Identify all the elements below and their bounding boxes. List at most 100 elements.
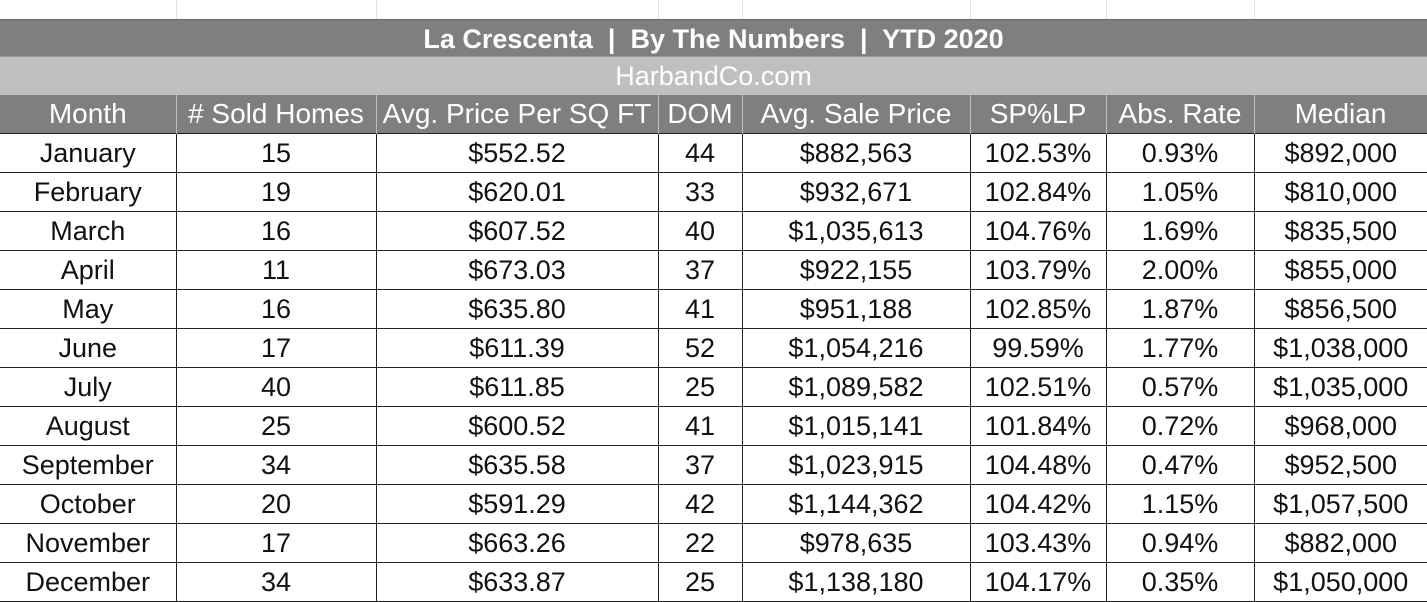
table-body: January 15 $552.52 44 $882,563 102.53% 0.93% $8…: [0, 133, 1427, 602]
cell-month: April: [0, 250, 177, 290]
cell-sold-homes: 16: [175, 211, 377, 251]
cell-abs-rate: 0.94%: [1105, 523, 1255, 563]
cell-dom: 22: [657, 523, 743, 563]
gridline: [376, 0, 377, 19]
table-row: March 16 $607.52 40 $1,035,613 104.76% 1.69% $8…: [0, 211, 1427, 251]
cell-abs-rate: 0.93%: [1105, 133, 1255, 173]
cell-median: $856,500: [1253, 289, 1427, 329]
gridline: [658, 0, 659, 19]
cell-avg-price-per-sqft: $673.03: [375, 250, 659, 290]
cell-median: $1,057,500: [1253, 484, 1427, 524]
cell-avg-price-per-sqft: $635.58: [375, 445, 659, 485]
cell-month: October: [0, 484, 177, 524]
cell-sold-homes: 16: [175, 289, 377, 329]
stats-table: Month # Sold Homes Avg. Price Per SQ FT DOM…: [0, 95, 1427, 602]
cell-sold-homes: 34: [175, 562, 377, 602]
cell-avg-price-per-sqft: $600.52: [375, 406, 659, 446]
cell-month: June: [0, 328, 177, 368]
cell-avg-price-per-sqft: $552.52: [375, 133, 659, 173]
cell-month: January: [0, 133, 177, 173]
header-row: Month # Sold Homes Avg. Price Per SQ FT DOM…: [0, 95, 1427, 134]
cell-dom: 52: [657, 328, 743, 368]
cell-sold-homes: 20: [175, 484, 377, 524]
cell-abs-rate: 0.72%: [1105, 406, 1255, 446]
cell-avg-price-per-sqft: $607.52: [375, 211, 659, 251]
cell-avg-price-per-sqft: $663.26: [375, 523, 659, 563]
cell-avg-sale-price: $978,635: [741, 523, 971, 563]
cell-sp-lp: 104.17%: [969, 562, 1107, 602]
cell-median: $968,000: [1253, 406, 1427, 446]
column-header-sold-homes: # Sold Homes: [176, 95, 377, 134]
cell-sold-homes: 11: [175, 250, 377, 290]
table-row: January 15 $552.52 44 $882,563 102.53% 0.93% $8…: [0, 133, 1427, 173]
cell-avg-price-per-sqft: $611.85: [375, 367, 659, 407]
cell-month: May: [0, 289, 177, 329]
cell-month: February: [0, 172, 177, 212]
cell-avg-sale-price: $1,015,141: [741, 406, 971, 446]
cell-sold-homes: 34: [175, 445, 377, 485]
table-row: December 34 $633.87 25 $1,138,180 104.17% 0.35…: [0, 562, 1427, 602]
cell-sold-homes: 15: [175, 133, 377, 173]
column-header-avg-sale-price: Avg. Sale Price: [742, 95, 971, 134]
gridline: [1254, 0, 1255, 19]
cell-median: $835,500: [1253, 211, 1427, 251]
website-subtitle: HarbandCo.com: [0, 57, 1427, 95]
cell-median: $855,000: [1253, 250, 1427, 290]
cell-dom: 37: [657, 250, 743, 290]
cell-abs-rate: 0.47%: [1105, 445, 1255, 485]
cell-avg-sale-price: $922,155: [741, 250, 971, 290]
cell-sp-lp: 101.84%: [969, 406, 1107, 446]
cell-avg-sale-price: $1,089,582: [741, 367, 971, 407]
report-title: La Crescenta | By The Numbers | YTD 2020: [0, 19, 1427, 57]
cell-month: December: [0, 562, 177, 602]
cell-avg-sale-price: $1,035,613: [741, 211, 971, 251]
table-row: October 20 $591.29 42 $1,144,362 104.42% 1.15%…: [0, 484, 1427, 524]
gridline: [742, 0, 743, 19]
cell-month: August: [0, 406, 177, 446]
cell-abs-rate: 1.77%: [1105, 328, 1255, 368]
cell-dom: 37: [657, 445, 743, 485]
table-row: July 40 $611.85 25 $1,089,582 102.51% 0.57% $1,…: [0, 367, 1427, 407]
cell-dom: 25: [657, 367, 743, 407]
cell-avg-sale-price: $1,054,216: [741, 328, 971, 368]
cell-sold-homes: 25: [175, 406, 377, 446]
column-header-median: Median: [1254, 95, 1427, 134]
cell-avg-sale-price: $1,138,180: [741, 562, 971, 602]
gridline: [176, 0, 177, 19]
cell-sold-homes: 19: [175, 172, 377, 212]
cell-abs-rate: 1.05%: [1105, 172, 1255, 212]
cell-median: $1,050,000: [1253, 562, 1427, 602]
cell-avg-sale-price: $951,188: [741, 289, 971, 329]
cell-median: $882,000: [1253, 523, 1427, 563]
sheet-top-strip: [0, 0, 1427, 19]
cell-sp-lp: 102.51%: [969, 367, 1107, 407]
cell-sp-lp: 104.42%: [969, 484, 1107, 524]
cell-avg-sale-price: $1,144,362: [741, 484, 971, 524]
cell-avg-price-per-sqft: $633.87: [375, 562, 659, 602]
column-header-month: Month: [0, 95, 177, 134]
cell-median: $1,038,000: [1253, 328, 1427, 368]
gridline: [970, 0, 971, 19]
table-row: August 25 $600.52 41 $1,015,141 101.84% 0.72% $…: [0, 406, 1427, 446]
column-header-dom: DOM: [658, 95, 743, 134]
cell-avg-sale-price: $882,563: [741, 133, 971, 173]
cell-dom: 42: [657, 484, 743, 524]
cell-avg-sale-price: $932,671: [741, 172, 971, 212]
gridline: [1106, 0, 1107, 19]
cell-abs-rate: 2.00%: [1105, 250, 1255, 290]
cell-sold-homes: 17: [175, 328, 377, 368]
cell-avg-price-per-sqft: $591.29: [375, 484, 659, 524]
cell-avg-price-per-sqft: $611.39: [375, 328, 659, 368]
cell-month: November: [0, 523, 177, 563]
cell-sp-lp: 102.84%: [969, 172, 1107, 212]
cell-dom: 44: [657, 133, 743, 173]
cell-abs-rate: 1.87%: [1105, 289, 1255, 329]
cell-avg-price-per-sqft: $635.80: [375, 289, 659, 329]
cell-median: $892,000: [1253, 133, 1427, 173]
cell-avg-price-per-sqft: $620.01: [375, 172, 659, 212]
cell-sold-homes: 17: [175, 523, 377, 563]
cell-sp-lp: 99.59%: [969, 328, 1107, 368]
cell-sold-homes: 40: [175, 367, 377, 407]
cell-sp-lp: 103.79%: [969, 250, 1107, 290]
table-row: May 16 $635.80 41 $951,188 102.85% 1.87% $856,5…: [0, 289, 1427, 329]
